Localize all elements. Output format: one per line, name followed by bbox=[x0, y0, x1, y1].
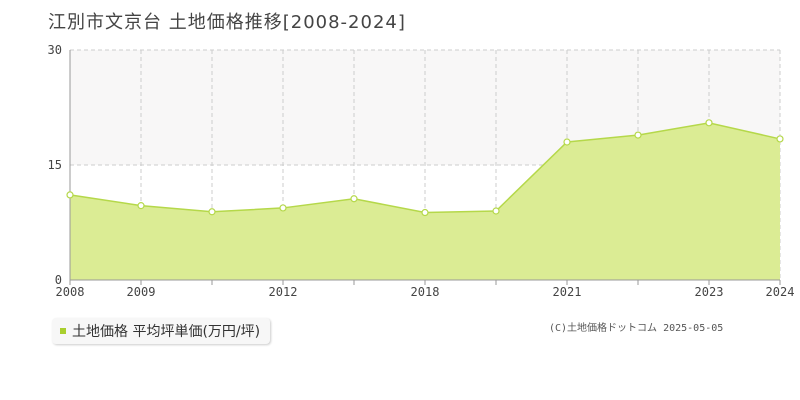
data-point bbox=[208, 208, 216, 216]
x-tick-label: 2012 bbox=[269, 285, 298, 299]
data-point bbox=[421, 208, 429, 217]
data-point bbox=[705, 119, 713, 127]
x-tick-label: 2009 bbox=[127, 285, 156, 299]
x-tick-label: 2008 bbox=[56, 285, 85, 299]
chart-title: 江別市文京台 土地価格推移[2008-2024] bbox=[48, 12, 406, 33]
data-point bbox=[137, 202, 145, 210]
legend: 土地価格 平均坪単価(万円/坪) bbox=[52, 318, 271, 344]
x-tick-label: 2021 bbox=[553, 285, 582, 299]
y-tick-label: 30 bbox=[48, 43, 62, 57]
data-point bbox=[776, 135, 784, 143]
x-tick-label: 2024 bbox=[766, 285, 795, 299]
data-point bbox=[350, 195, 358, 203]
data-point bbox=[66, 191, 74, 199]
area-fill bbox=[70, 122, 780, 280]
x-tick-label: 2023 bbox=[695, 285, 724, 299]
x-tick-label: 2018 bbox=[411, 285, 440, 299]
legend-swatch bbox=[60, 328, 66, 334]
copyright: (C)土地価格ドットコム 2025-05-05 bbox=[549, 323, 724, 334]
data-point bbox=[634, 131, 642, 139]
y-tick-label: 0 bbox=[55, 273, 62, 287]
legend-label: 土地価格 平均坪単価(万円/坪) bbox=[72, 324, 261, 340]
data-point bbox=[492, 207, 500, 215]
data-point bbox=[563, 138, 571, 146]
data-point bbox=[279, 204, 287, 212]
y-tick-label: 15 bbox=[48, 158, 62, 172]
